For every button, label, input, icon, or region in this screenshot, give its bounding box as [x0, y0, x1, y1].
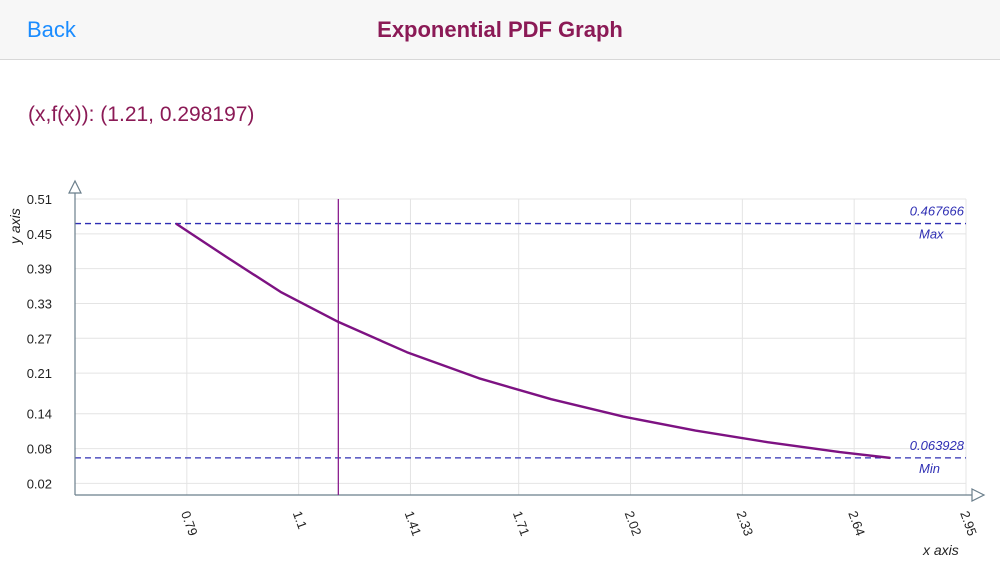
pdf-curve — [175, 222, 891, 460]
x-axis-arrow — [971, 488, 986, 502]
min-label: Min — [919, 461, 940, 476]
y-tick-label: 0.39 — [27, 262, 52, 277]
tick-labels: 0.02 0.08 0.14 0.21 0.27 0.33 0.39 0.45 0.51 0.79… — [27, 192, 980, 538]
reference-lines: 0.467666 Max 0.063928 Min — [75, 204, 966, 476]
x-tick-label: 2.64 — [845, 509, 868, 538]
y-tick-label: 0.27 — [27, 331, 52, 346]
x-tick-label: 1.41 — [402, 509, 425, 538]
max-label: Max — [919, 227, 944, 242]
navigation-bar: Back Exponential PDF Graph — [0, 0, 1000, 60]
y-tick-label: 0.02 — [27, 476, 52, 491]
x-tick-label: 1.71 — [510, 509, 533, 538]
x-axis-title: x axis — [922, 542, 959, 558]
y-tick-label: 0.14 — [27, 407, 52, 422]
back-button[interactable]: Back — [27, 17, 76, 42]
page-title: Exponential PDF Graph — [377, 17, 623, 42]
axes — [68, 179, 986, 502]
y-tick-label: 0.45 — [27, 227, 52, 242]
x-tick-label: 2.02 — [622, 509, 645, 538]
max-value-label: 0.467666 — [910, 204, 965, 219]
x-tick-label: 1.1 — [290, 509, 310, 531]
min-value-label: 0.063928 — [910, 438, 965, 453]
x-tick-label: 2.33 — [734, 509, 757, 538]
y-axis-arrow — [68, 179, 82, 194]
y-tick-label: 0.33 — [27, 296, 52, 311]
y-tick-label: 0.51 — [27, 192, 52, 207]
y-tick-label: 0.21 — [27, 366, 52, 381]
coordinate-readout: (x,f(x)): (1.21, 0.298197) — [28, 103, 255, 126]
x-tick-label: 2.95 — [957, 509, 980, 538]
y-axis-title: y axis — [7, 208, 23, 245]
series-layer — [175, 199, 891, 495]
x-tick-label: 0.79 — [178, 509, 201, 538]
y-tick-label: 0.08 — [27, 442, 52, 457]
